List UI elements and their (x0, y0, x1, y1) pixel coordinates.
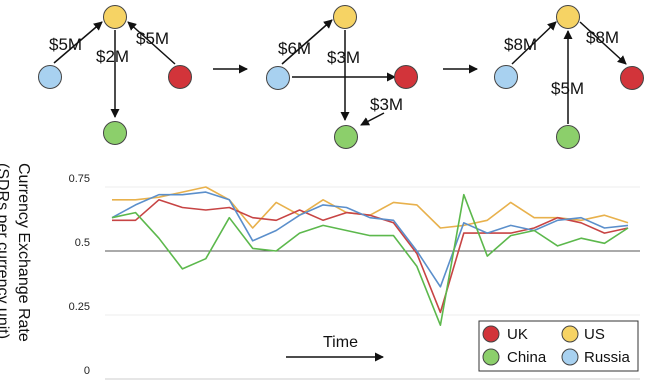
series-line-china (111, 193, 629, 327)
node-russia (38, 65, 62, 89)
node-us (333, 5, 357, 29)
legend-label-russia: Russia (584, 349, 631, 366)
edge-uk-china (360, 112, 385, 126)
edge-label: $8M (504, 35, 537, 54)
edge-label: $2M (96, 47, 129, 66)
series-line-uk (112, 199, 629, 314)
series-lines (111, 186, 629, 327)
edge-label: $8M (586, 28, 619, 47)
legend-marker-china (482, 348, 500, 366)
edge-us-uk (579, 21, 627, 65)
node-uk (620, 66, 644, 90)
y-tick-label: 0.25 (69, 301, 90, 313)
edge-label: $6M (278, 39, 311, 58)
trade-diagram-2: $6M $3M $3M (266, 5, 418, 149)
legend-label-uk: UK (507, 326, 528, 343)
y-axis-label-line: (SDRs per currency unit) (0, 163, 11, 339)
edge-label: $3M (370, 95, 403, 114)
trade-diagram-1: $5M $2M $5M (38, 5, 192, 145)
legend-marker-russia (561, 348, 579, 366)
trade-diagram-3: $8M $5M $8M (494, 5, 644, 149)
series-line-russia (111, 191, 629, 288)
y-tick-labels: 0.75 0.5 0.25 0 (69, 173, 90, 377)
x-axis-label: Time (323, 334, 358, 351)
y-tick-label: 0 (84, 365, 90, 377)
edge-uk-us (127, 21, 176, 65)
y-axis-label: Currency Exchange Rate (SDRs per currency… (0, 163, 32, 342)
node-china (103, 121, 127, 145)
legend: UK US China Russia (478, 320, 639, 372)
legend-marker-uk (482, 325, 500, 343)
edge-russia-us (53, 21, 103, 64)
legend-label-china: China (507, 349, 547, 366)
edge-label: $5M (136, 29, 169, 48)
edge-label: $5M (551, 79, 584, 98)
node-uk (168, 65, 192, 89)
legend-marker-us (561, 325, 579, 343)
y-tick-label: 0.75 (69, 173, 90, 185)
edge-label: $3M (327, 48, 360, 67)
edge-label: $5M (49, 35, 82, 54)
node-uk (394, 65, 418, 89)
node-us (556, 5, 580, 29)
edge-russia-us (511, 21, 557, 65)
y-axis-label-line: Currency Exchange Rate (15, 163, 32, 342)
node-russia (266, 66, 290, 90)
exchange-rate-chart: 0.75 0.5 0.25 0 Currency Exchange Rate (SDRs… (0, 163, 640, 380)
legend-box (478, 320, 639, 372)
node-russia (494, 65, 518, 89)
chart-grid (105, 186, 640, 380)
node-china (334, 125, 358, 149)
node-china (556, 125, 580, 149)
node-us (103, 5, 127, 29)
legend-label-us: US (584, 326, 605, 343)
edge-russia-us (281, 19, 333, 65)
y-tick-label: 0.5 (75, 237, 90, 249)
